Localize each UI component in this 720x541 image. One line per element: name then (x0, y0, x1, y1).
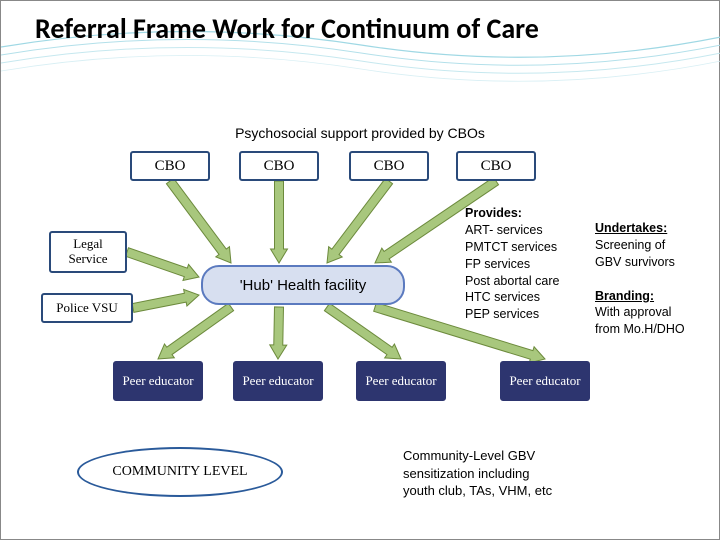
provides-text: Provides:ART- servicesPMTCT servicesFP s… (465, 205, 560, 323)
footer-text: Community-Level GBVsensitization includi… (403, 447, 552, 500)
peer-educator-node-0: Peer educator (113, 361, 203, 401)
cbo-node-1: CBO (239, 151, 319, 181)
legal-service-node: Legal Service (49, 231, 127, 273)
peer-educator-node-2: Peer educator (356, 361, 446, 401)
cbo-node-0: CBO (130, 151, 210, 181)
subtitle: Psychosocial support provided by CBOs (1, 125, 719, 141)
hub-facility-node: 'Hub' Health facility (201, 265, 405, 305)
cbo-node-2: CBO (349, 151, 429, 181)
peer-educator-node-3: Peer educator (500, 361, 590, 401)
peer-educator-node-1: Peer educator (233, 361, 323, 401)
cbo-node-3: CBO (456, 151, 536, 181)
undertakes-text: Undertakes:Screening ofGBV survivors Bra… (595, 220, 685, 338)
police-vsu-node: Police VSU (41, 293, 133, 323)
page-title: Referral Frame Work for Continuum of Car… (35, 13, 689, 45)
community-level-node: COMMUNITY LEVEL (77, 447, 283, 497)
